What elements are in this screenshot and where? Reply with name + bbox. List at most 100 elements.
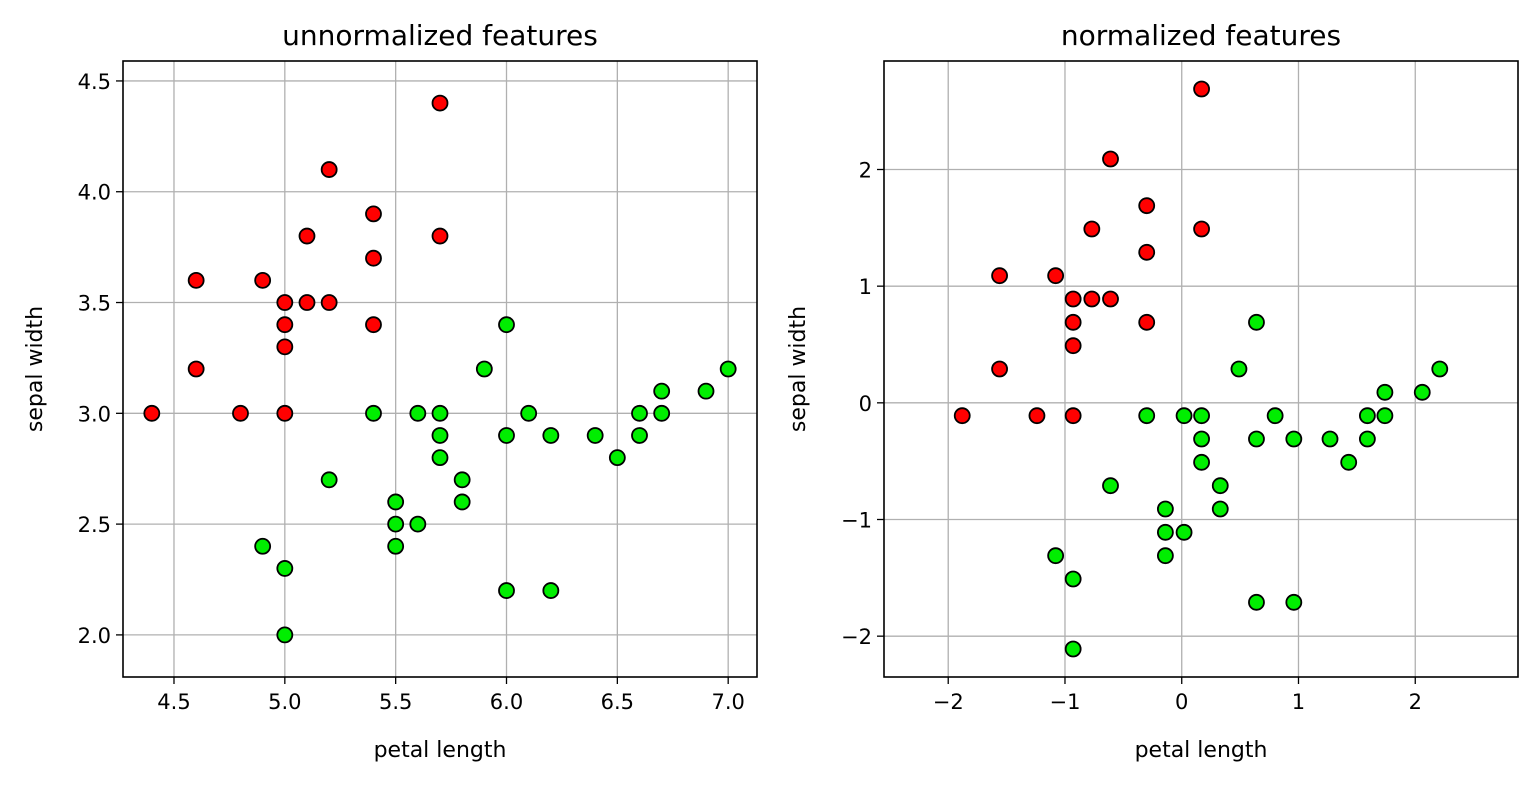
unnormalized-point — [719, 360, 737, 378]
normalized-y-tick-label: 1 — [859, 275, 872, 299]
unnormalized-point — [365, 249, 382, 267]
normalized-point — [1193, 407, 1210, 425]
normalized-point — [1083, 290, 1101, 308]
unnormalized-point — [298, 227, 316, 245]
normalized-x-ticks: −2 −1 0 1 2 — [933, 677, 1422, 714]
normalized-point — [1156, 523, 1174, 541]
normalized-point — [1138, 197, 1156, 215]
normalized-point — [1376, 383, 1394, 401]
normalized-point — [1138, 243, 1156, 261]
normalized-point — [1193, 430, 1210, 448]
unnormalized-point — [365, 316, 382, 334]
normalized-points — [953, 80, 1449, 658]
unnormalized-x-tick-label: 5.0 — [268, 690, 301, 714]
normalized-point — [1064, 640, 1082, 658]
unnormalized-point — [498, 316, 515, 334]
normalized-point — [1102, 290, 1119, 308]
normalized-axes-frame — [883, 60, 1519, 678]
unnormalized-point — [542, 427, 560, 444]
unnormalized-point — [320, 471, 338, 489]
normalized-point — [1175, 407, 1193, 425]
normalized-point — [1193, 453, 1210, 471]
unnormalized-point — [254, 537, 272, 555]
unnormalized-point — [232, 404, 249, 422]
normalized-point — [1211, 500, 1229, 518]
normalized-point — [1285, 430, 1303, 448]
normalized-y-ticks: −2 −1 0 1 2 — [841, 159, 884, 649]
unnormalized-point — [387, 493, 405, 511]
unnormalized-y-tick-label: 4.0 — [78, 181, 111, 205]
unnormalized-point — [387, 515, 405, 533]
unnormalized-y-tick-label: 4.5 — [78, 70, 111, 94]
unnormalized-point — [520, 404, 538, 422]
normalized-point — [1358, 407, 1376, 425]
unnormalized-point — [320, 294, 338, 311]
unnormalized-x-tick-label: 7.0 — [711, 690, 744, 714]
unnormalized-point — [431, 227, 449, 245]
normalized-y-tick-label: 0 — [859, 392, 872, 416]
unnormalized-point — [431, 427, 449, 444]
normalized-panel: −2 −1 0 1 2 −2 −1 0 1 2 normalized features peta… — [786, 19, 1519, 763]
normalized-point — [1376, 407, 1394, 425]
normalized-point — [1248, 593, 1265, 611]
normalized-y-tick-label: −1 — [841, 509, 872, 533]
normalized-point — [1102, 477, 1119, 495]
normalized-point — [991, 267, 1008, 285]
unnormalized-point — [608, 449, 626, 467]
normalized-point — [1028, 407, 1046, 425]
normalized-x-tick-label: 2 — [1409, 690, 1422, 714]
unnormalized-x-ticks: 4.5 5.0 5.5 6.0 6.5 7.0 — [157, 677, 745, 714]
normalized-point — [1102, 150, 1119, 168]
unnormalized-point — [276, 626, 294, 644]
unnormalized-point — [298, 294, 316, 311]
normalized-x-tick-label: 0 — [1175, 690, 1188, 714]
normalized-point — [1083, 220, 1101, 238]
normalized-x-tick-label: 1 — [1292, 690, 1305, 714]
unnormalized-axes-frame — [122, 60, 758, 678]
normalized-point — [1431, 360, 1449, 378]
normalized-point — [1266, 407, 1284, 425]
unnormalized-points — [143, 94, 737, 644]
normalized-point — [1064, 337, 1082, 355]
normalized-title: normalized features — [1061, 19, 1341, 52]
normalized-point — [1047, 267, 1065, 285]
normalized-point — [1248, 430, 1265, 448]
normalized-point — [1156, 547, 1174, 565]
unnormalized-point — [254, 271, 272, 289]
unnormalized-point — [653, 382, 671, 400]
normalized-point — [1230, 360, 1248, 378]
unnormalized-x-tick-label: 6.5 — [601, 690, 634, 714]
normalized-point — [1211, 477, 1229, 495]
unnormalized-point — [276, 338, 294, 356]
unnormalized-y-tick-label: 3.5 — [78, 292, 111, 316]
normalized-point — [1321, 430, 1339, 448]
unnormalized-y-ticks: 2.0 2.5 3.0 3.5 4.0 4.5 — [78, 70, 123, 648]
normalized-x-tick-label: −2 — [933, 690, 964, 714]
unnormalized-point — [453, 493, 471, 511]
normalized-y-tick-label: 2 — [859, 159, 872, 183]
unnormalized-x-tick-label: 5.5 — [379, 690, 412, 714]
normalized-point — [1248, 313, 1265, 331]
unnormalized-point — [498, 427, 515, 444]
normalized-point — [1175, 523, 1193, 541]
unnormalized-title: unnormalized features — [282, 19, 598, 52]
normalized-y-tick-label: −2 — [841, 625, 872, 649]
normalized-point — [991, 360, 1008, 378]
unnormalized-x-tick-label: 4.5 — [157, 690, 190, 714]
unnormalized-point — [631, 404, 648, 422]
unnormalized-point — [276, 316, 294, 334]
unnormalized-point — [431, 449, 449, 467]
normalized-point — [1064, 290, 1082, 308]
normalized-point — [1285, 593, 1303, 611]
unnormalized-y-axis-label: sepal width — [23, 306, 48, 432]
normalized-point — [1156, 500, 1174, 518]
unnormalized-point — [431, 404, 449, 422]
normalized-point — [1358, 430, 1376, 448]
normalized-point — [1340, 453, 1358, 471]
unnormalized-point — [143, 404, 161, 422]
unnormalized-point — [475, 360, 493, 378]
unnormalized-point — [498, 582, 515, 599]
unnormalized-point — [276, 560, 294, 577]
